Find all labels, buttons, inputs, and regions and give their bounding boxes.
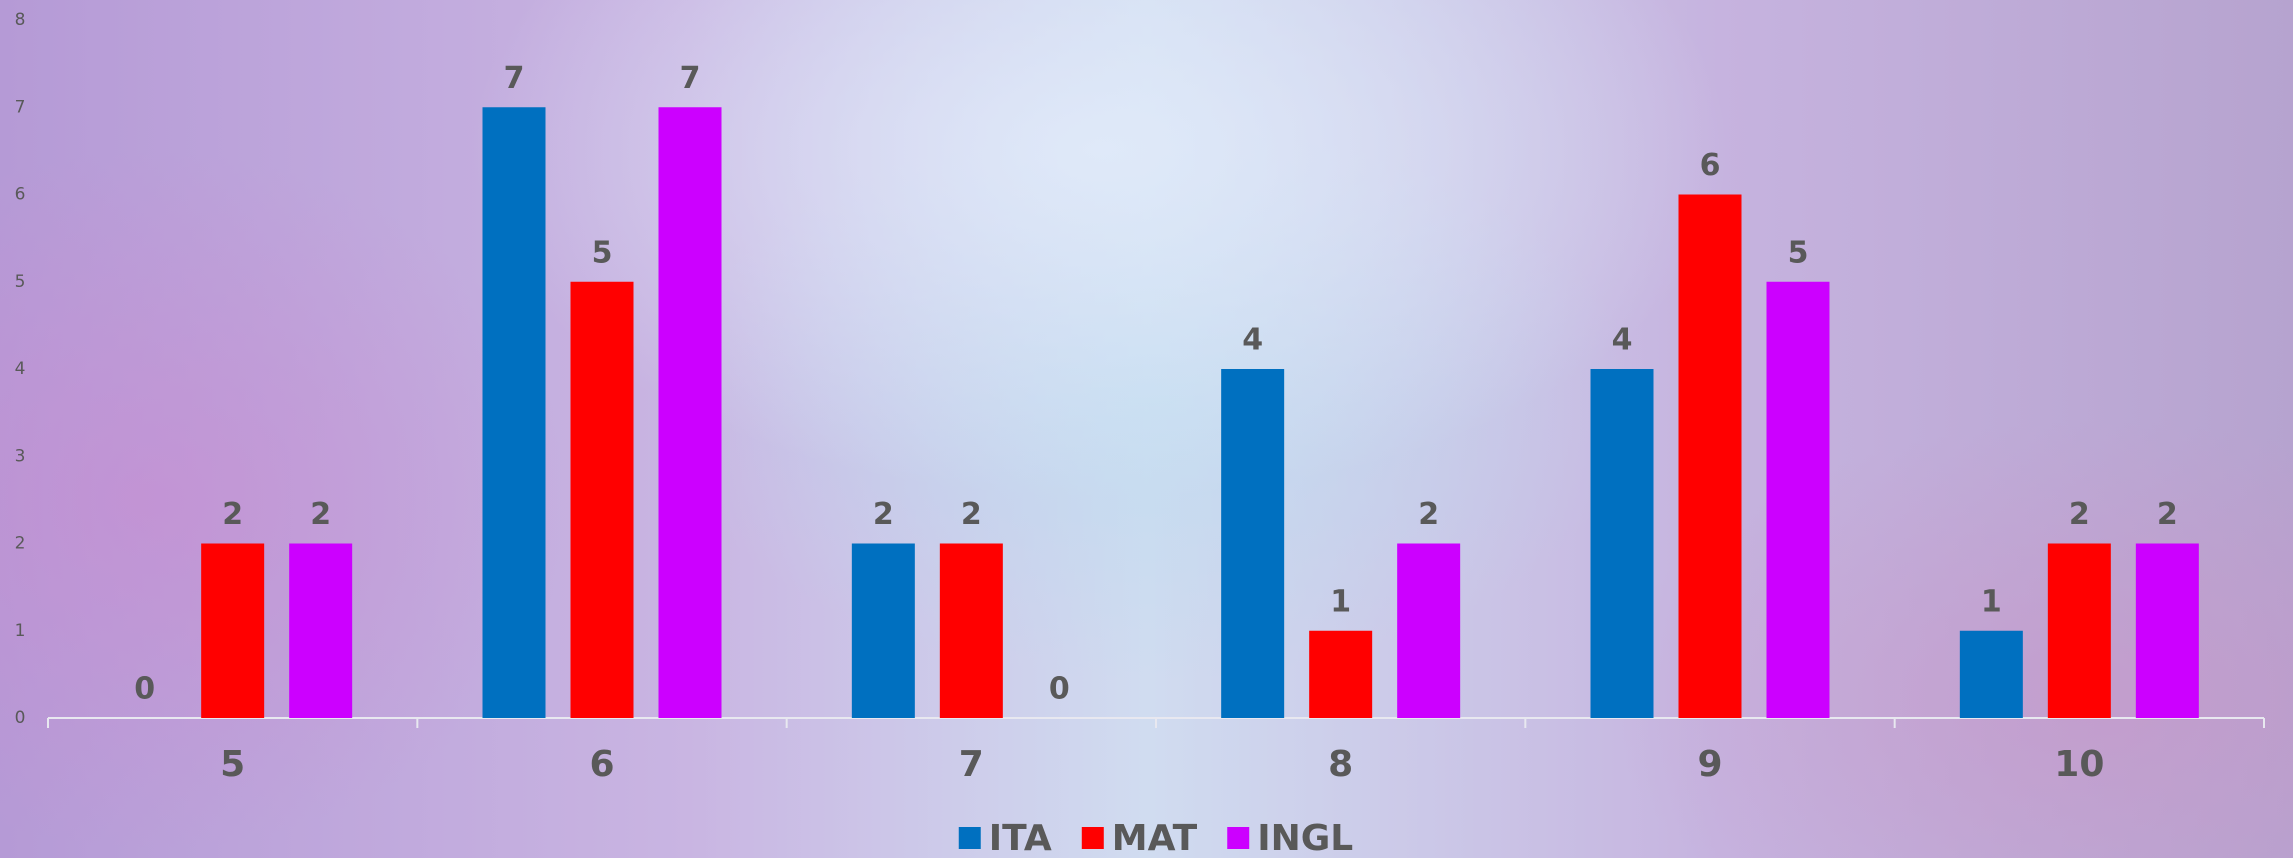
bar (1397, 543, 1461, 718)
data-label: 4 (1612, 323, 1633, 358)
data-label: 2 (2157, 497, 2178, 532)
legend-swatch (1227, 827, 1250, 849)
data-label: 4 (1242, 323, 1263, 358)
legend-swatch (1081, 827, 1104, 849)
bar (289, 543, 353, 718)
data-label: 6 (1700, 148, 1721, 183)
bar (1590, 369, 1654, 718)
bar (939, 543, 1003, 718)
legend-label: ITA (989, 818, 1052, 858)
data-label: 7 (504, 61, 525, 96)
x-tick-label: 6 (589, 744, 614, 785)
x-tick-label: 9 (1697, 744, 1722, 785)
bar (1678, 194, 1742, 718)
bar (658, 107, 722, 718)
data-label: 2 (222, 497, 243, 532)
data-label: 2 (310, 497, 331, 532)
legend-label: INGL (1257, 818, 1353, 858)
y-tick-label: 5 (15, 272, 26, 292)
bar (851, 543, 915, 718)
y-tick-label: 7 (15, 97, 26, 117)
data-label: 2 (2069, 497, 2090, 532)
bar (201, 543, 265, 718)
y-tick-label: 8 (15, 10, 26, 30)
y-tick-label: 0 (15, 708, 26, 728)
bar (482, 107, 546, 718)
data-label: 1 (1330, 584, 1351, 619)
data-label: 0 (134, 672, 155, 707)
y-tick-label: 6 (15, 185, 26, 205)
bar (1309, 630, 1373, 718)
bar (2135, 543, 2199, 718)
x-tick-label: 7 (959, 744, 984, 785)
data-label: 2 (961, 497, 982, 532)
data-label: 1 (1981, 584, 2002, 619)
bar (2047, 543, 2111, 718)
data-label: 5 (592, 235, 613, 270)
data-label: 5 (1788, 235, 1809, 270)
bar (1959, 630, 2023, 718)
x-tick-label: 10 (2054, 744, 2104, 785)
y-tick-label: 1 (15, 621, 26, 641)
legend-label: MAT (1112, 818, 1198, 858)
data-label: 0 (1049, 672, 1070, 707)
y-tick-label: 4 (15, 359, 26, 379)
x-tick-label: 8 (1328, 744, 1353, 785)
y-tick-label: 2 (15, 534, 26, 554)
x-tick-label: 5 (220, 744, 245, 785)
bar (1221, 369, 1285, 718)
data-label: 2 (1418, 497, 1439, 532)
legend-swatch (958, 827, 981, 849)
y-tick-label: 3 (15, 446, 26, 466)
data-label: 7 (680, 61, 701, 96)
bar (570, 281, 634, 718)
data-label: 2 (873, 497, 894, 532)
bar (1766, 281, 1830, 718)
